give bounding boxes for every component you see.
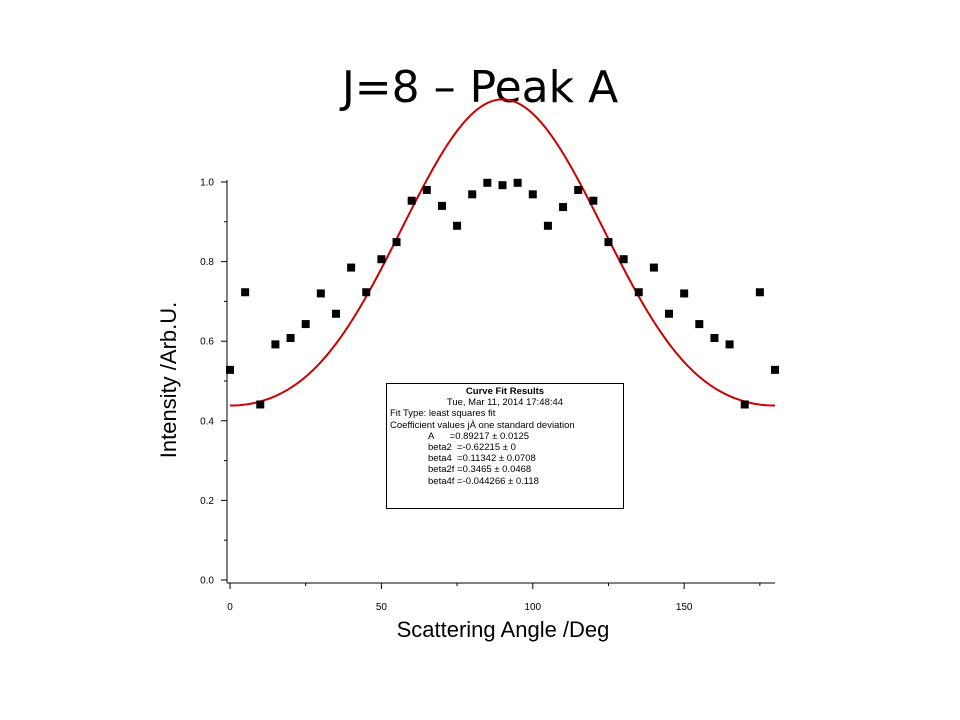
data-point xyxy=(286,334,295,343)
data-point xyxy=(634,288,643,297)
data-points xyxy=(226,178,779,409)
x-axis-title: Scattering Angle /Deg xyxy=(397,617,610,642)
data-point xyxy=(559,203,568,212)
data-point xyxy=(241,288,250,297)
coef-beta4: beta4 =0.11342 ± 0.0708 xyxy=(428,453,536,465)
data-point xyxy=(725,340,734,349)
fit-results-date: Tue, Mar 11, 2014 17:48:44 xyxy=(446,397,564,409)
data-point xyxy=(771,365,779,374)
fit-results-title: Curve Fit Results xyxy=(465,386,545,397)
curve-fit-results-box: Curve Fit Results Tue, Mar 11, 2014 17:4… xyxy=(386,383,624,509)
data-point xyxy=(392,238,401,247)
data-point xyxy=(649,263,658,272)
data-point xyxy=(422,185,431,194)
data-point xyxy=(740,400,749,409)
data-point xyxy=(695,320,704,329)
y-tick-label: 0.0 xyxy=(200,576,214,587)
data-point xyxy=(574,185,583,194)
data-point xyxy=(483,178,492,187)
chart-axes: 0.0 0.2 0.4 0.6 0.8 1.0 0 50 100 150 xyxy=(200,178,775,613)
coef-beta2f: beta2f =0.3465 ± 0.0468 xyxy=(428,464,532,476)
data-point xyxy=(513,178,522,187)
data-point xyxy=(437,201,446,210)
coef-a: A =0.89217 ± 0.0125 xyxy=(428,430,530,442)
data-point xyxy=(271,340,280,349)
data-point xyxy=(468,190,477,199)
data-point xyxy=(619,255,628,264)
coef-header: Coefficient values jÀ one standard devia… xyxy=(390,419,575,431)
coef-beta2: beta2 =-0.62215 ± 0 xyxy=(428,442,516,454)
data-point xyxy=(377,255,386,264)
data-point xyxy=(755,288,764,297)
fit-curve xyxy=(229,98,776,407)
data-point xyxy=(589,196,598,205)
data-point xyxy=(331,309,340,318)
data-point xyxy=(498,181,507,190)
data-point xyxy=(407,196,416,205)
data-point xyxy=(347,263,356,272)
data-point xyxy=(665,309,674,318)
y-tick-label: 0.8 xyxy=(200,257,214,268)
data-point xyxy=(453,221,462,230)
fit-type: Fit Type: least squares fit xyxy=(390,408,496,420)
y-tick-label: 0.6 xyxy=(200,337,214,348)
x-tick-label: 100 xyxy=(524,602,541,613)
data-point xyxy=(316,289,325,298)
coef-beta4f: beta4f =-0.044266 ± 0.118 xyxy=(428,475,539,487)
y-tick-label: 0.4 xyxy=(200,416,214,427)
data-point xyxy=(226,365,234,374)
slide-title: J=8 – Peak A xyxy=(341,62,619,113)
data-point xyxy=(256,400,265,409)
fit-curve-group xyxy=(229,98,776,407)
data-point xyxy=(528,190,537,199)
data-point xyxy=(604,238,613,247)
y-tick-label: 0.2 xyxy=(200,496,214,507)
data-point xyxy=(680,289,689,298)
data-point xyxy=(710,334,719,343)
y-axis-title: Intensity /Arb.U. xyxy=(156,302,181,459)
x-tick-label: 50 xyxy=(376,602,388,613)
x-tick-label: 0 xyxy=(227,602,233,613)
data-point xyxy=(362,288,371,297)
data-point xyxy=(543,221,552,230)
x-tick-label: 150 xyxy=(676,602,693,613)
y-tick-label: 1.0 xyxy=(200,178,214,189)
data-point xyxy=(301,320,310,329)
